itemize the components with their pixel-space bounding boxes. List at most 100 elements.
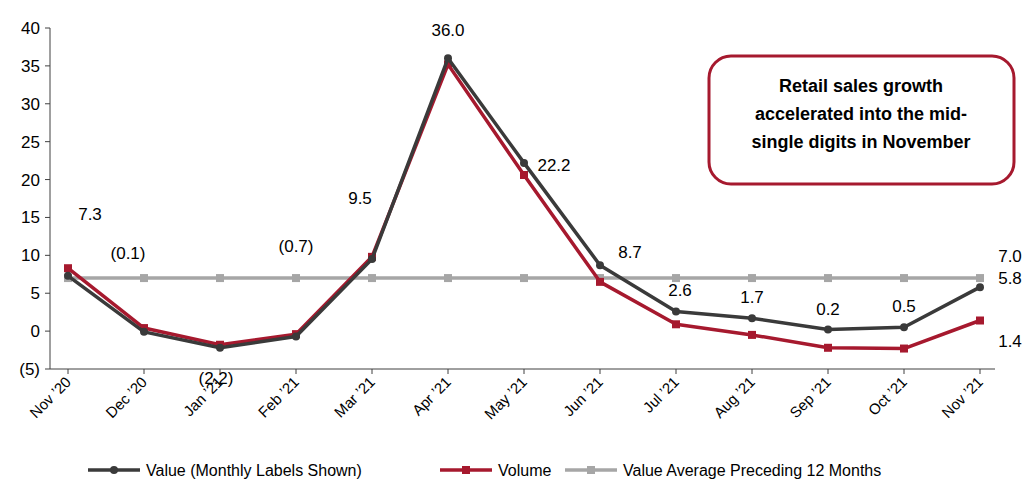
- annotation-text: single digits in November: [751, 132, 970, 152]
- x-tick-label: Dec ’20: [102, 373, 150, 421]
- x-tick: [904, 369, 905, 374]
- x-tick: [68, 369, 69, 374]
- data-label: 9.5: [348, 189, 372, 208]
- x-tick: [524, 369, 525, 374]
- y-tick: [45, 179, 50, 180]
- point: [824, 326, 832, 334]
- legend-label: Value Average Preceding 12 Months: [623, 462, 881, 479]
- x-tick: [980, 369, 981, 374]
- x-tick-label: Mar ’21: [331, 373, 378, 420]
- y-tick: [45, 331, 50, 332]
- annotation-text: accelerated into the mid-: [755, 104, 967, 124]
- x-tick: [372, 369, 373, 374]
- data-label: 0.5: [892, 297, 916, 316]
- y-tick: [45, 217, 50, 218]
- point: [140, 328, 148, 336]
- point: [140, 274, 148, 282]
- series-line: [68, 64, 980, 348]
- point: [216, 274, 224, 282]
- x-tick: [144, 369, 145, 374]
- y-tick: [45, 293, 50, 294]
- data-label: 36.0: [431, 21, 464, 40]
- y-tick: [45, 28, 50, 29]
- point: [520, 171, 528, 179]
- point: [368, 255, 376, 263]
- x-tick-label: Sep ’21: [786, 373, 834, 421]
- y-tick: [45, 369, 50, 370]
- point: [900, 323, 908, 331]
- x-axis: [50, 369, 995, 370]
- y-tick-label: 40: [21, 19, 40, 38]
- data-label: 22.2: [537, 156, 570, 175]
- point: [824, 344, 832, 352]
- x-tick-label: Nov ’20: [26, 373, 74, 421]
- x-tick-label: Aug ’21: [710, 373, 758, 421]
- x-tick: [752, 369, 753, 374]
- legend-marker: [587, 466, 595, 474]
- point: [292, 332, 300, 340]
- point: [900, 274, 908, 282]
- x-tick: [676, 369, 677, 374]
- x-tick-label: Jun ’21: [560, 373, 606, 419]
- data-label: (0.1): [111, 244, 146, 263]
- y-tick-label: 35: [21, 57, 40, 76]
- point: [976, 283, 984, 291]
- point: [520, 274, 528, 282]
- data-label: (2.2): [199, 369, 234, 388]
- point: [64, 264, 72, 272]
- legend-marker: [110, 466, 118, 474]
- y-tick-label: 10: [21, 246, 40, 265]
- point: [64, 272, 72, 280]
- point: [824, 274, 832, 282]
- data-label: 7.0: [998, 247, 1022, 266]
- legend-label: Volume: [498, 462, 551, 479]
- x-tick-label: Apr ’21: [408, 373, 454, 419]
- point: [900, 345, 908, 353]
- data-label: 1.7: [740, 288, 764, 307]
- x-tick-label: Feb ’21: [255, 373, 302, 420]
- point: [292, 274, 300, 282]
- point: [444, 274, 452, 282]
- point: [748, 274, 756, 282]
- data-label: 8.7: [618, 243, 642, 262]
- legend-label: Value (Monthly Labels Shown): [146, 462, 362, 479]
- point: [216, 344, 224, 352]
- data-label: 0.2: [816, 300, 840, 319]
- point: [520, 159, 528, 167]
- data-label: 7.3: [78, 205, 102, 224]
- annotation-text: Retail sales growth: [779, 76, 943, 96]
- x-tick-label: May ’21: [481, 373, 530, 422]
- point: [748, 331, 756, 339]
- y-tick: [45, 103, 50, 104]
- point: [748, 314, 756, 322]
- legend-marker: [462, 466, 470, 474]
- point: [596, 261, 604, 269]
- x-tick: [600, 369, 601, 374]
- y-tick-label: 20: [21, 171, 40, 190]
- x-tick: [448, 369, 449, 374]
- point: [672, 320, 680, 328]
- point: [976, 274, 984, 282]
- data-label: 1.4: [998, 332, 1022, 351]
- y-tick-label: 25: [21, 133, 40, 152]
- point: [976, 317, 984, 325]
- point: [596, 278, 604, 286]
- point: [368, 274, 376, 282]
- y-tick-label: 0: [31, 322, 40, 341]
- x-tick: [296, 369, 297, 374]
- y-axis: [50, 28, 51, 369]
- annotation-box: [709, 56, 1014, 184]
- x-tick-label: Nov ’21: [938, 373, 986, 421]
- chart: (5)0510152025303540Nov ’20Dec ’20Jan ’21…: [0, 0, 1034, 490]
- y-tick: [45, 65, 50, 66]
- point: [444, 54, 452, 62]
- y-tick: [45, 255, 50, 256]
- y-tick-label: (5): [19, 360, 40, 379]
- y-tick-label: 5: [31, 284, 40, 303]
- point: [672, 307, 680, 315]
- x-tick: [828, 369, 829, 374]
- x-tick-label: Oct ’21: [864, 373, 910, 419]
- data-label: (0.7): [279, 237, 314, 256]
- data-label: 5.8: [998, 269, 1022, 288]
- x-tick-label: Jul ’21: [639, 373, 682, 416]
